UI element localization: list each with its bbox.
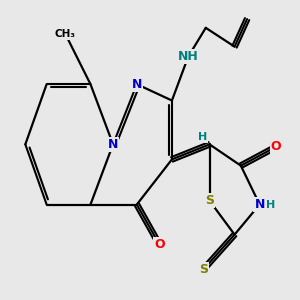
Text: O: O <box>154 238 165 251</box>
Text: NH: NH <box>178 50 199 63</box>
Text: N: N <box>254 198 265 211</box>
Text: H: H <box>266 200 275 209</box>
Text: H: H <box>197 132 207 142</box>
Text: N: N <box>108 138 118 151</box>
Text: S: S <box>199 263 208 276</box>
Text: S: S <box>205 194 214 207</box>
Text: CH₃: CH₃ <box>55 29 76 39</box>
Text: O: O <box>271 140 281 153</box>
Text: N: N <box>132 78 142 91</box>
